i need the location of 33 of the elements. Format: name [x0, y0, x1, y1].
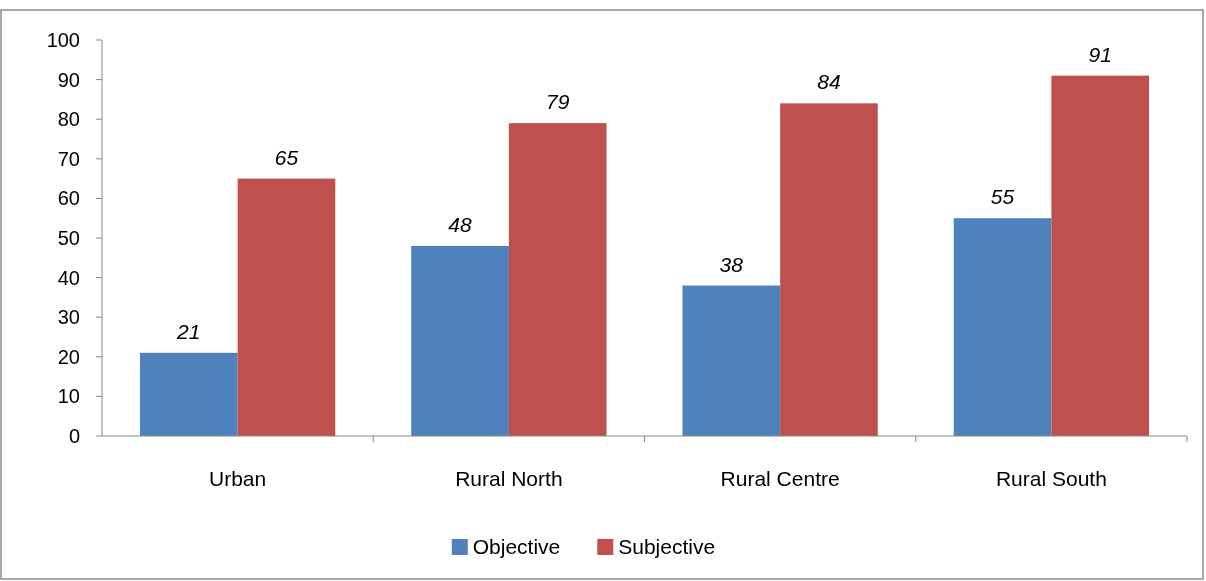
y-tick-label: 0: [68, 425, 80, 447]
y-tick-label: 10: [57, 385, 80, 408]
data-label: 79: [546, 90, 570, 114]
data-label: 38: [719, 252, 744, 276]
y-tick-label: 70: [57, 147, 80, 170]
data-label: 84: [817, 70, 841, 94]
y-tick-label: 30: [57, 306, 80, 329]
y-tick-label: 80: [57, 108, 80, 131]
y-tick-label: 100: [46, 29, 80, 51]
y-tick-label: 50: [57, 227, 80, 249]
legend-label: Subjective: [618, 535, 716, 559]
x-tick-label: Rural Centre: [720, 467, 840, 490]
legend-label: Objective: [472, 535, 561, 559]
bar: [682, 285, 781, 436]
y-tick-label: 90: [57, 68, 80, 91]
bar: [411, 245, 509, 436]
data-label: 48: [448, 212, 473, 236]
x-tick-label: Urban: [209, 467, 267, 490]
bar: [1051, 75, 1150, 436]
bar: [237, 178, 336, 436]
y-tick-label: 60: [57, 187, 80, 210]
data-label: 65: [274, 145, 299, 169]
bar: [139, 352, 238, 436]
bar: [953, 218, 1052, 436]
x-tick-label: Rural North: [455, 467, 563, 490]
data-label: 21: [176, 319, 201, 343]
data-label: 91: [1088, 42, 1112, 66]
y-tick-label: 20: [57, 345, 80, 368]
data-label: 55: [990, 185, 1015, 209]
bar: [780, 103, 878, 436]
y-tick-label: 40: [57, 266, 80, 289]
x-tick-label: Rural South: [995, 467, 1107, 490]
bar: [508, 123, 607, 436]
